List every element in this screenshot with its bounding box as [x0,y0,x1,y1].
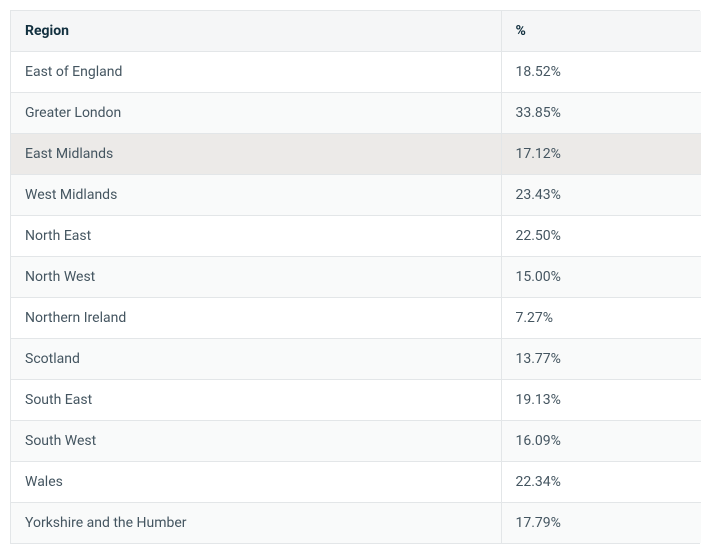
cell-region: North East [11,216,501,257]
regions-table-container: Region % East of England18.52%Greater Lo… [10,10,700,544]
table-row: Northern Ireland7.27% [11,298,701,339]
cell-percent: 16.09% [501,421,701,462]
table-row: West Midlands23.43% [11,175,701,216]
cell-region: West Midlands [11,175,501,216]
table-row: North East22.50% [11,216,701,257]
table-row: Yorkshire and the Humber17.79% [11,503,701,544]
regions-table: Region % East of England18.52%Greater Lo… [11,11,701,543]
table-row: Scotland13.77% [11,339,701,380]
table-row: East of England18.52% [11,52,701,93]
cell-percent: 33.85% [501,93,701,134]
cell-percent: 17.79% [501,503,701,544]
cell-percent: 7.27% [501,298,701,339]
cell-region: Scotland [11,339,501,380]
cell-region: North West [11,257,501,298]
cell-region: Northern Ireland [11,298,501,339]
col-header-region: Region [11,11,501,52]
table-row: South West16.09% [11,421,701,462]
table-body: East of England18.52%Greater London33.85… [11,52,701,544]
cell-region: Greater London [11,93,501,134]
cell-region: South West [11,421,501,462]
col-header-percent: % [501,11,701,52]
cell-region: South East [11,380,501,421]
cell-region: Yorkshire and the Humber [11,503,501,544]
cell-percent: 22.34% [501,462,701,503]
cell-region: Wales [11,462,501,503]
table-header: Region % [11,11,701,52]
cell-percent: 22.50% [501,216,701,257]
cell-percent: 18.52% [501,52,701,93]
cell-percent: 23.43% [501,175,701,216]
table-row: Wales22.34% [11,462,701,503]
cell-percent: 17.12% [501,134,701,175]
cell-percent: 13.77% [501,339,701,380]
table-header-row: Region % [11,11,701,52]
table-row: South East19.13% [11,380,701,421]
table-row: Greater London33.85% [11,93,701,134]
cell-percent: 19.13% [501,380,701,421]
cell-region: East of England [11,52,501,93]
cell-region: East Midlands [11,134,501,175]
table-row: North West15.00% [11,257,701,298]
table-row: East Midlands17.12% [11,134,701,175]
cell-percent: 15.00% [501,257,701,298]
